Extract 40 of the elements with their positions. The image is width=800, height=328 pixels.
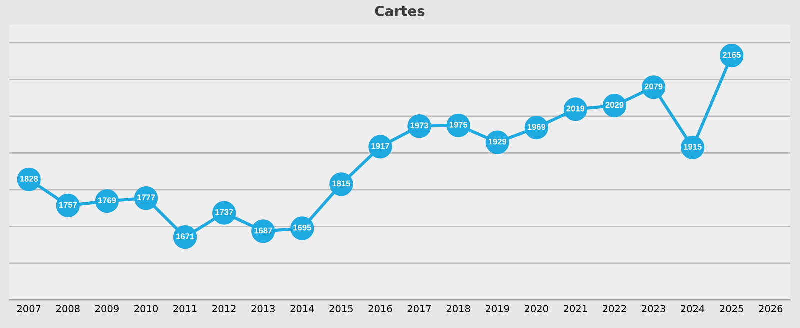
- x-tick-label: 2018: [446, 305, 470, 313]
- data-label: 1917: [372, 143, 390, 150]
- x-tick-label: 2011: [174, 305, 197, 313]
- data-label: 2079: [644, 84, 663, 90]
- x-tick-label: 2016: [368, 305, 392, 313]
- x-tick-label: 2007: [17, 305, 41, 313]
- data-label: 1757: [59, 202, 78, 208]
- data-label: 2029: [606, 102, 624, 108]
- x-tick-label: 2017: [408, 305, 432, 313]
- x-tick-label: 2013: [252, 305, 275, 313]
- x-tick-label: 2008: [56, 305, 80, 313]
- x-tick-label: 2026: [759, 305, 783, 313]
- x-tick-label: 2012: [212, 305, 236, 313]
- data-label: 1695: [294, 224, 312, 231]
- data-label: 1929: [488, 138, 507, 145]
- data-label: 1687: [254, 228, 272, 234]
- data-label: 2019: [566, 106, 585, 112]
- x-tick-label: 2015: [330, 305, 353, 313]
- x-tick-label: 2023: [642, 305, 666, 313]
- data-label: 2165: [722, 52, 741, 58]
- x-tick-label: 2021: [564, 305, 588, 313]
- data-label: 1975: [450, 122, 468, 128]
- data-label: 1815: [332, 180, 350, 187]
- x-tick-label: 2014: [290, 305, 314, 313]
- x-tick-label: 2025: [720, 305, 744, 313]
- data-label: 1769: [98, 198, 116, 204]
- x-tick-label: 2009: [96, 305, 119, 313]
- data-label: 1828: [20, 176, 38, 182]
- data-label: 1671: [176, 234, 194, 240]
- x-tick-label: 2010: [134, 305, 158, 313]
- data-label: 1969: [528, 124, 546, 130]
- x-tick-label: 2019: [486, 305, 510, 313]
- x-tick-label: 2024: [681, 305, 705, 313]
- data-label: 1915: [684, 144, 702, 150]
- x-tick-label: 2020: [524, 305, 548, 313]
- x-tick-label: 2022: [603, 305, 626, 313]
- data-label: 1737: [216, 209, 234, 216]
- chart-title: Cartes: [375, 6, 425, 16]
- data-label: 1973: [410, 122, 428, 129]
- data-label: 1777: [137, 194, 156, 201]
